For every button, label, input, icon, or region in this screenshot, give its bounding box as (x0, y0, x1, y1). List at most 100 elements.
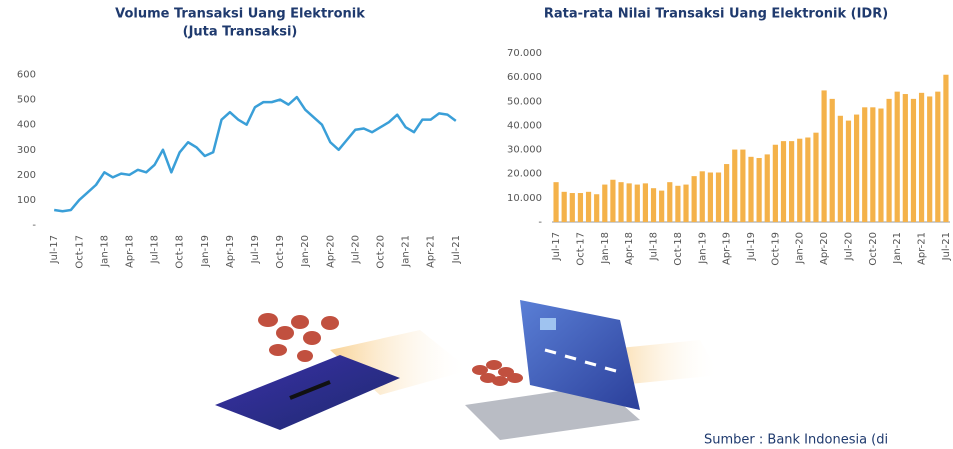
bar (585, 191, 592, 222)
chart-title: Rata-rata Nilai Transaksi Uang Elektroni… (544, 7, 888, 22)
x-tick-label: Oct-20 (376, 235, 387, 269)
x-tick-label: Jan-18 (600, 232, 611, 265)
bar (707, 172, 713, 222)
bar (732, 149, 738, 222)
bar (675, 185, 681, 222)
bar (626, 183, 632, 222)
bar (862, 107, 868, 222)
bar (789, 141, 795, 222)
bar (577, 193, 584, 222)
y-tick-label: 100 (17, 195, 36, 206)
bar (602, 184, 608, 222)
x-tick-label: Jul-17 (551, 232, 562, 261)
bar (699, 171, 705, 222)
bar (740, 149, 746, 222)
bar (756, 158, 762, 222)
x-tick-label: Jan-20 (795, 232, 806, 265)
y-tick-label: 20.000 (507, 169, 542, 180)
x-tick-label: Apr-21 (426, 235, 437, 268)
card-number (544, 348, 617, 373)
bar (764, 154, 770, 222)
x-tick-label: Apr-20 (325, 235, 336, 268)
y-tick-label: - (32, 220, 36, 231)
y-tick-label: 600 (17, 70, 36, 81)
source-note: Sumber : Bank Indonesia (di (704, 433, 888, 448)
x-tick-label: Apr-21 (917, 232, 928, 265)
x-tick-label: Jan-20 (300, 235, 311, 268)
bar (935, 91, 941, 222)
x-tick-label: Jan-21 (401, 235, 412, 268)
x-tick-label: Oct-19 (275, 235, 286, 269)
x-tick-label: Apr-18 (124, 235, 135, 268)
y-tick-label: - (538, 217, 542, 228)
chip (540, 318, 556, 330)
bar (553, 182, 559, 222)
bar (853, 114, 860, 222)
x-tick-label: Oct-18 (175, 235, 186, 269)
x-tick-label: Jan-18 (99, 235, 110, 268)
bar (724, 164, 730, 222)
bar (650, 188, 657, 222)
illustration (215, 300, 720, 440)
x-tick-label: Jul-19 (746, 232, 757, 261)
x-tick-label: Apr-19 (722, 232, 733, 265)
bar (902, 94, 908, 222)
x-tick-label: Apr-20 (819, 232, 830, 265)
y-tick-label: 400 (17, 120, 36, 131)
bar (805, 137, 811, 222)
bar (943, 74, 949, 222)
x-tick-label: Apr-19 (225, 235, 236, 268)
y-tick-label: 30.000 (507, 145, 542, 156)
y-tick-label: 200 (17, 170, 36, 181)
x-tick-label: Jul-20 (843, 232, 854, 261)
slot (289, 380, 331, 400)
y-tick-label: 300 (17, 145, 36, 156)
y-tick-label: 500 (17, 95, 36, 106)
y-tick-label: 40.000 (507, 120, 542, 131)
x-tick-label: Jan-19 (200, 235, 211, 268)
bar (829, 98, 835, 222)
x-tick-label: Jul-18 (150, 235, 161, 264)
line-series (53, 95, 457, 213)
bar (797, 138, 803, 222)
bar (927, 96, 933, 222)
bar (659, 190, 665, 222)
bar (634, 184, 640, 222)
x-tick-label: Apr-18 (624, 232, 635, 265)
bar (683, 184, 689, 222)
coins (258, 313, 523, 386)
bar (610, 179, 616, 222)
x-tick-label: Oct-17 (74, 235, 85, 269)
x-tick-label: Jan-21 (892, 232, 903, 265)
y-tick-label: 60.000 (507, 72, 542, 83)
bar (594, 194, 600, 222)
x-tick-label: Oct-18 (673, 232, 684, 266)
bar (691, 176, 697, 222)
bar (910, 98, 917, 222)
x-tick-label: Jul-18 (649, 232, 660, 261)
x-tick-label: Jul-21 (941, 232, 952, 261)
bar (878, 108, 884, 222)
bar (886, 98, 892, 222)
bar (667, 182, 673, 222)
x-tick-label: Oct-19 (770, 232, 781, 266)
bar (748, 156, 754, 222)
bar (772, 144, 778, 222)
bar (561, 191, 567, 222)
bar (894, 91, 900, 222)
x-tick-label: Jul-20 (350, 235, 361, 264)
x-tick-label: Jul-21 (451, 235, 462, 264)
x-tick-label: Jul-17 (49, 235, 60, 264)
x-tick-label: Jul-19 (250, 235, 261, 264)
card (520, 300, 640, 410)
bar (642, 183, 649, 222)
bar (845, 120, 852, 222)
x-tick-label: Oct-20 (868, 232, 879, 266)
x-tick-label: Jan-19 (697, 232, 708, 265)
y-tick-label: 70.000 (507, 48, 542, 59)
bar (837, 115, 843, 222)
bar (870, 107, 876, 222)
bar (821, 90, 827, 223)
